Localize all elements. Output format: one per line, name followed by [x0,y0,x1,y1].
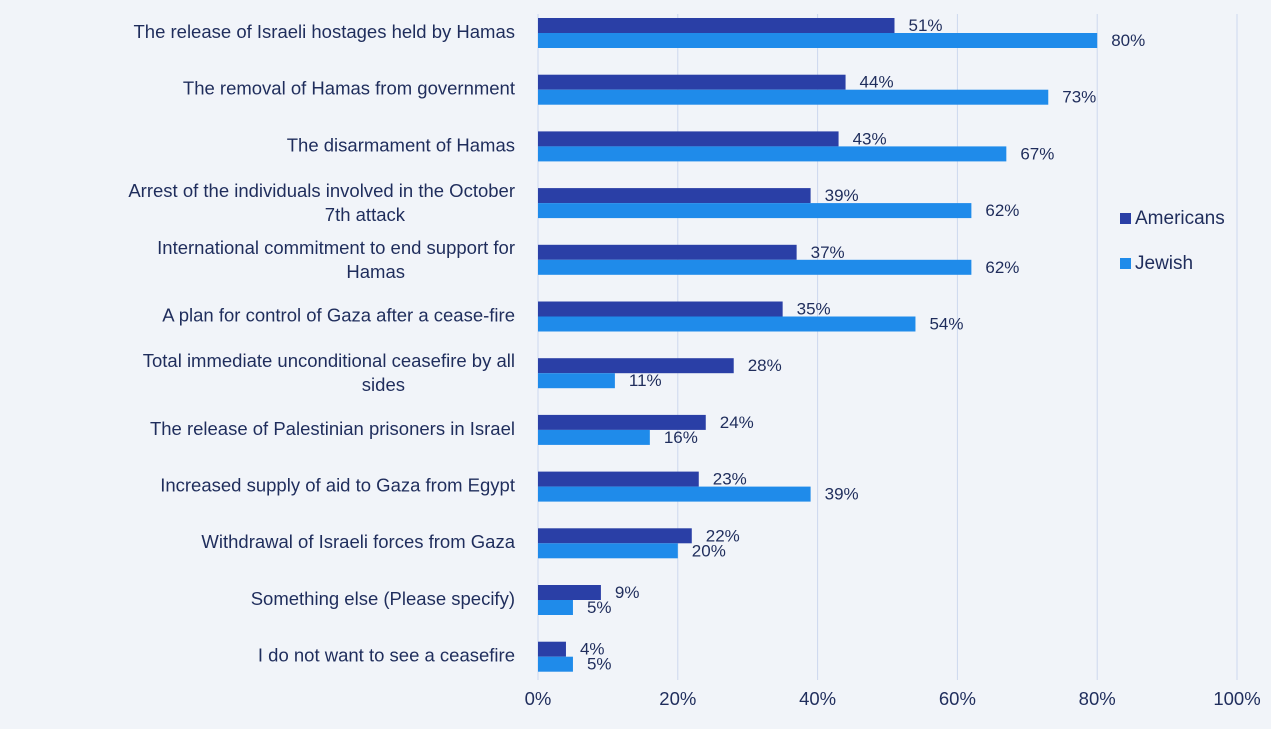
category-label: The disarmament of Hamas [287,134,515,155]
data-label: 44% [860,73,894,92]
bar [538,430,650,445]
x-tick-label: 20% [659,688,696,709]
bar [538,188,811,203]
category-label: Something else (Please specify) [251,588,515,609]
bar [538,528,692,543]
category-label: Arrest of the individuals involved in th… [128,180,515,225]
bar [538,642,566,657]
data-label: 9% [615,583,640,602]
series-jewish: 80% 73% 67% 62% 62% 54% 11% 16% 39% 20% 5% 5% [538,31,1145,674]
data-label: 39% [825,485,859,504]
data-label: 39% [825,186,859,205]
legend-swatch [1120,258,1131,269]
grid [538,14,1237,680]
data-label: 51% [908,16,942,35]
bar [538,302,783,317]
legend-label: Americans [1135,208,1225,229]
category-label: International commitment to end support … [157,237,515,282]
x-tick-label: 60% [939,688,976,709]
x-tick-label: 100% [1213,688,1260,709]
x-tick-label: 80% [1079,688,1116,709]
category-label: Withdrawal of Israeli forces from Gaza [201,531,515,552]
data-label: 35% [797,299,831,318]
category-label: Total immediate unconditional ceasefire … [143,350,515,395]
category-label-line: International commitment to end support … [157,237,515,258]
bar [538,373,615,388]
category-label-line: Total immediate unconditional ceasefire … [143,350,515,371]
data-label: 43% [853,129,887,148]
bar [538,33,1097,48]
bar [538,317,915,332]
data-label: 80% [1111,31,1145,50]
data-label: 23% [713,470,747,489]
x-tick-label: 0% [525,688,552,709]
data-label: 11% [629,371,662,390]
data-label: 37% [811,243,845,262]
data-label: 5% [587,655,612,674]
category-labels: The release of Israeli hostages held by … [128,21,515,666]
bar [538,657,573,672]
data-label: 24% [720,413,754,432]
category-label-line: Arrest of the individuals involved in th… [128,180,515,201]
legend-swatch [1120,213,1131,224]
category-label: The release of Palestinian prisoners in … [150,418,515,439]
bar [538,600,573,615]
category-label-line: sides [362,374,405,395]
data-label: 16% [664,428,698,447]
data-label: 62% [985,201,1019,220]
legend: Americans Jewish [1120,208,1225,274]
category-label: Increased supply of aid to Gaza from Egy… [160,474,515,495]
bar [538,131,839,146]
series-americans: 51%44%43%39%37%35%28%24%23%22%9%4% [538,16,943,659]
category-label: The removal of Hamas from government [183,78,515,99]
x-tick-label: 40% [799,688,836,709]
bar [538,472,699,487]
data-label: 5% [587,598,612,617]
bar [538,260,971,275]
bar [538,543,678,558]
bar [538,146,1006,161]
category-label-line: Hamas [346,261,405,282]
category-label: A plan for control of Gaza after a cease… [162,304,515,325]
data-label: 62% [985,258,1019,277]
bar [538,203,971,218]
data-label: 54% [929,314,963,333]
bar [538,245,797,260]
bar [538,75,846,90]
data-label: 73% [1062,88,1096,107]
category-label: The release of Israeli hostages held by … [133,21,515,42]
bar [538,90,1048,105]
data-label: 67% [1020,144,1054,163]
data-label: 20% [692,541,726,560]
data-label: 28% [748,356,782,375]
bar [538,18,894,33]
legend-label: Jewish [1135,253,1193,274]
bar [538,487,811,502]
category-label: I do not want to see a ceasefire [258,645,515,666]
category-label-line: 7th attack [325,204,406,225]
